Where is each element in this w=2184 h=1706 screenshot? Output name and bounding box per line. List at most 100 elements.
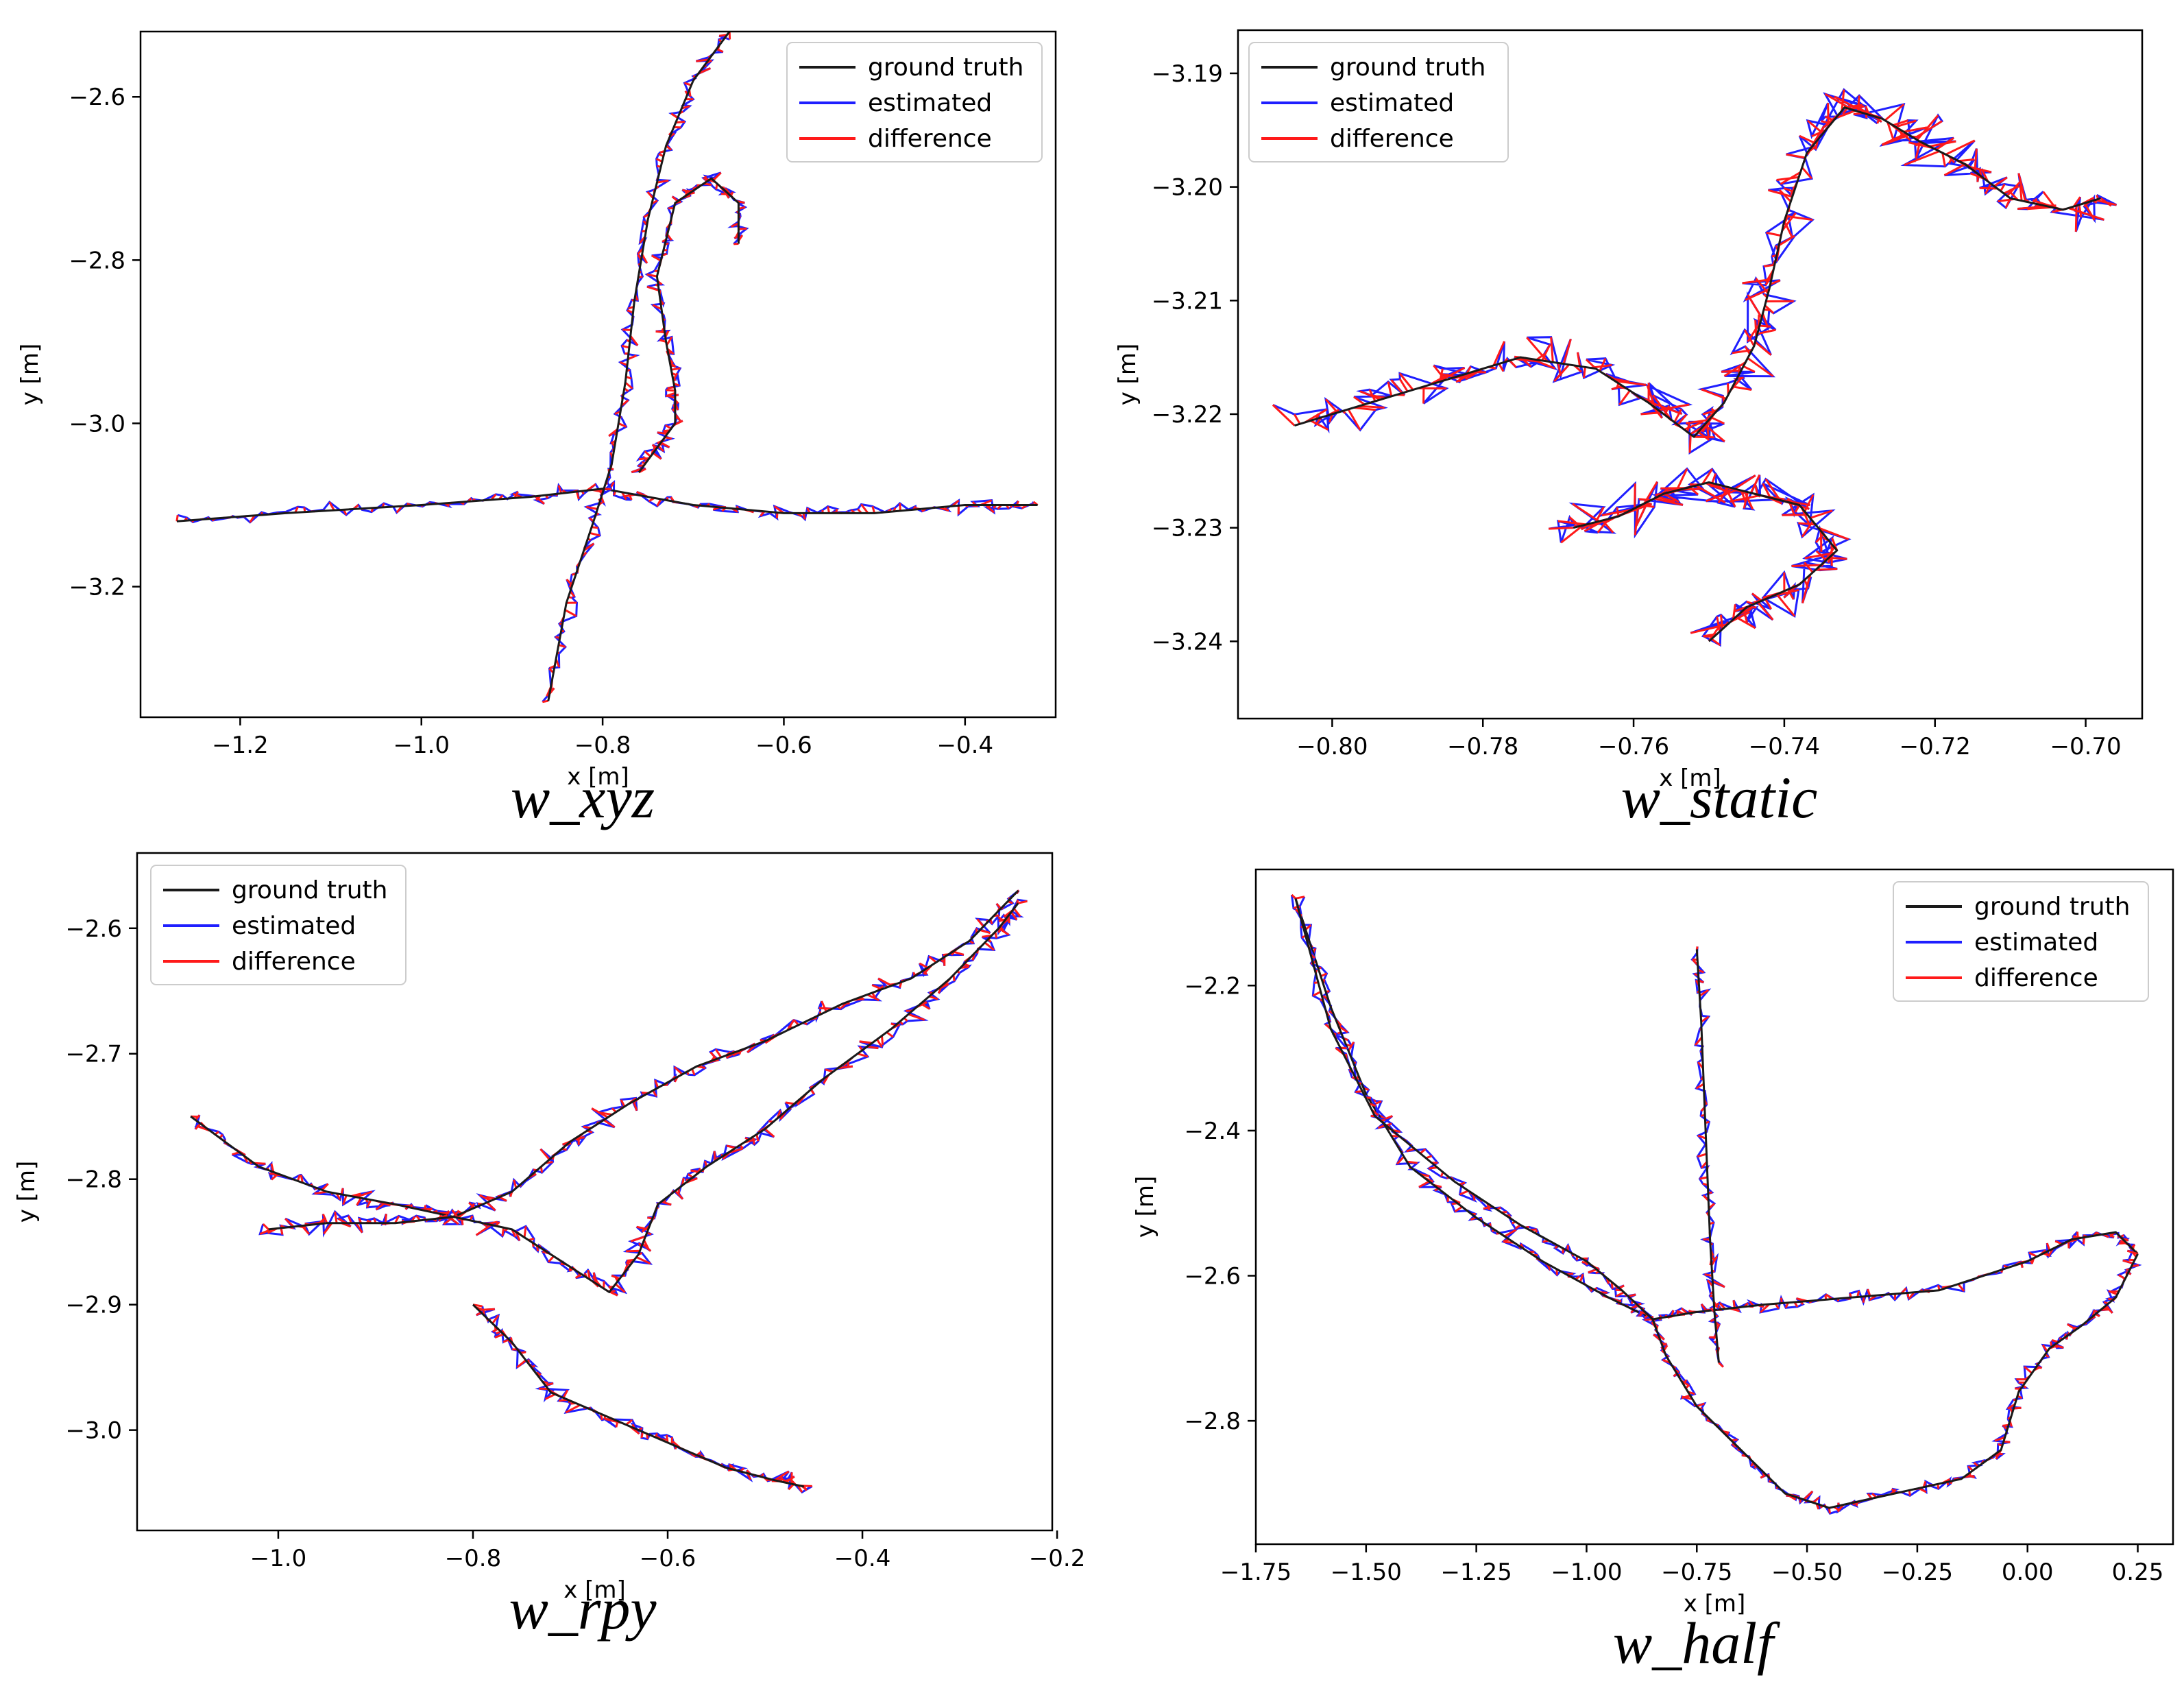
axes-frame (139, 30, 1057, 719)
difference-segment (334, 1211, 338, 1223)
difference-segment (1390, 379, 1403, 394)
difference-segment (564, 609, 577, 617)
y-tick-label: −2.6 (65, 915, 122, 943)
difference-segment (1560, 524, 1584, 544)
legend-label: difference (868, 125, 992, 153)
difference-segment (1701, 388, 1727, 400)
difference-segment (262, 1223, 269, 1230)
difference-segment (475, 1224, 492, 1236)
difference-segment (621, 344, 630, 349)
difference-segment (2073, 196, 2081, 207)
difference-segment (2053, 1344, 2064, 1349)
difference-segment (1810, 509, 1833, 519)
difference-segment (1663, 492, 1679, 503)
difference-segment (254, 1162, 266, 1165)
difference-segment (2041, 1344, 2048, 1352)
difference-segment (1743, 365, 1756, 373)
difference-segment (1764, 478, 1781, 501)
difference-segment (2046, 1242, 2051, 1251)
difference-segment (1979, 187, 1998, 190)
difference-segment (1719, 1302, 1726, 1310)
difference-segment (355, 1222, 363, 1234)
ground-truth-line (1294, 898, 2139, 1509)
difference-segment (1720, 614, 1724, 629)
difference-segment (1804, 494, 1815, 512)
difference-segment (1893, 119, 1908, 127)
difference-segment (2019, 185, 2023, 201)
difference-lines (1549, 468, 1849, 647)
difference-segment (1601, 509, 1632, 516)
difference-segment (838, 1065, 853, 1070)
difference-segment (1320, 972, 1328, 978)
difference-segment (544, 1393, 556, 1400)
difference-segment (1588, 1268, 1597, 1274)
difference-segment (583, 542, 595, 552)
difference-segment (980, 928, 991, 935)
difference-segment (691, 1068, 696, 1076)
difference-segment (1305, 408, 1328, 424)
difference-segment (1557, 520, 1587, 526)
difference-segment (995, 902, 1002, 909)
difference-segment (821, 1000, 827, 1012)
difference-segment (1577, 352, 1581, 367)
difference-segment (1568, 516, 1581, 527)
difference-segment (1904, 150, 1940, 166)
difference-segment (652, 1090, 657, 1097)
difference-segment (1371, 394, 1387, 399)
difference-segment (321, 1213, 328, 1224)
difference-segment (1328, 413, 1333, 423)
y-tick-label: −3.23 (1152, 515, 1223, 542)
difference-segment (494, 1333, 505, 1339)
difference-segment (478, 1194, 492, 1202)
legend-label: ground truth (232, 876, 387, 904)
difference-segment (803, 1486, 808, 1491)
difference-segment (876, 1038, 883, 1048)
difference-segment (1454, 1205, 1463, 1213)
difference-segment (1305, 924, 1312, 930)
difference-segment (1614, 380, 1647, 386)
difference-segment (1757, 601, 1774, 621)
difference-segment (982, 934, 992, 938)
difference-segment (919, 962, 929, 969)
difference-segment (1760, 1303, 1770, 1313)
difference-segment (384, 1214, 387, 1223)
legend: ground truth estimated difference (150, 865, 407, 985)
difference-segment (1638, 1310, 1645, 1317)
difference-segment (1520, 356, 1532, 368)
difference-segment (1914, 120, 1943, 139)
difference-segment (1757, 328, 1776, 335)
difference-segment (1291, 893, 1296, 900)
legend-label: estimated (232, 912, 356, 940)
y-tick-label: −3.19 (1152, 60, 1223, 88)
plot-area (190, 889, 1028, 1494)
difference-segment (1599, 358, 1607, 372)
difference-segment (657, 179, 669, 184)
legend-label: ground truth (868, 53, 1023, 82)
difference-segment (356, 1190, 373, 1199)
ground-truth-line (472, 1303, 805, 1488)
difference-segment (301, 1225, 311, 1235)
difference-segment (1842, 107, 1848, 115)
difference-segment (1787, 588, 1795, 600)
axes-frame (136, 852, 1054, 1532)
difference-segment (1419, 1148, 1427, 1155)
difference-segment (786, 1019, 795, 1031)
difference-segment (2078, 204, 2083, 218)
difference-segment (670, 367, 681, 371)
difference-segment (1711, 638, 1721, 647)
y-tick-label: −3.2 (69, 574, 125, 601)
difference-segment (1459, 1190, 1469, 1196)
difference-segment (751, 1136, 756, 1145)
difference-segment (1387, 381, 1393, 397)
y-tick-label: −2.7 (65, 1041, 122, 1068)
panel-caption: w_rpy (509, 1576, 657, 1642)
difference-segment (1711, 472, 1717, 484)
difference-segment (2027, 206, 2052, 211)
difference-segment (1929, 140, 1956, 147)
legend-box (1893, 881, 2149, 1002)
y-tick-label: −3.0 (69, 410, 125, 437)
difference-segment (1347, 1041, 1355, 1052)
difference-segment (908, 1013, 925, 1021)
x-tick-label: −0.74 (1749, 733, 1820, 760)
difference-segment (1903, 126, 1928, 133)
